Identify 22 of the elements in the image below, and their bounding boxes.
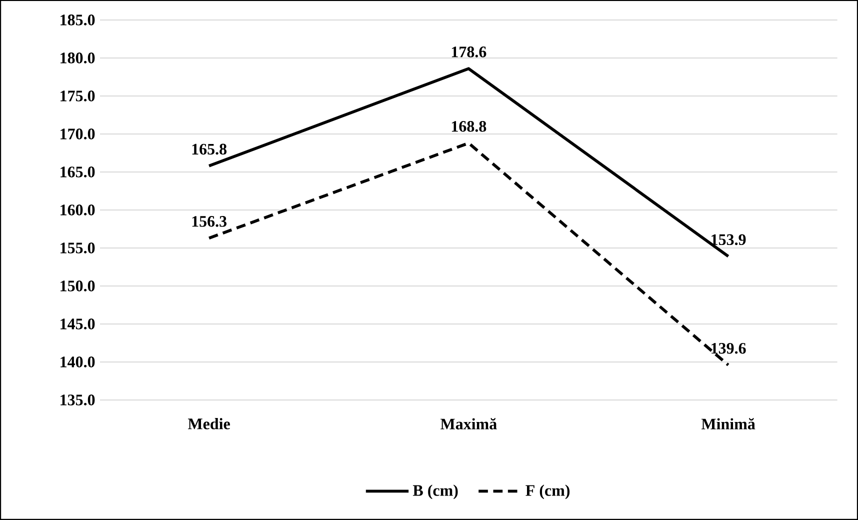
y-tick-label: 185.0 xyxy=(60,14,95,26)
data-label: 168.8 xyxy=(452,121,486,132)
data-label: 153.9 xyxy=(712,234,746,246)
y-tick-label: 155.0 xyxy=(60,242,95,254)
data-label: 178.6 xyxy=(452,46,486,58)
x-tick-label: Medie xyxy=(188,418,230,430)
data-label: 139.6 xyxy=(712,342,746,354)
y-tick-label: 180.0 xyxy=(60,52,95,64)
y-tick-label: 170.0 xyxy=(60,128,95,140)
y-tick-label: 165.0 xyxy=(60,166,95,178)
y-tick-label: 150.0 xyxy=(60,280,95,292)
y-tick-label: 140.0 xyxy=(60,356,95,368)
x-tick-label: Minimă xyxy=(701,418,756,430)
legend-label: F (cm) xyxy=(526,484,570,500)
y-tick-label: 175.0 xyxy=(60,90,95,102)
y-tick-label: 135.0 xyxy=(60,394,95,406)
y-tick-label: 145.0 xyxy=(60,318,95,330)
y-tick-label: 160.0 xyxy=(60,204,95,216)
data-label: 165.8 xyxy=(192,144,227,155)
x-tick-label: Maximă xyxy=(440,418,497,430)
legend-label: B (cm) xyxy=(412,484,458,500)
data-label: 156.3 xyxy=(192,216,226,227)
